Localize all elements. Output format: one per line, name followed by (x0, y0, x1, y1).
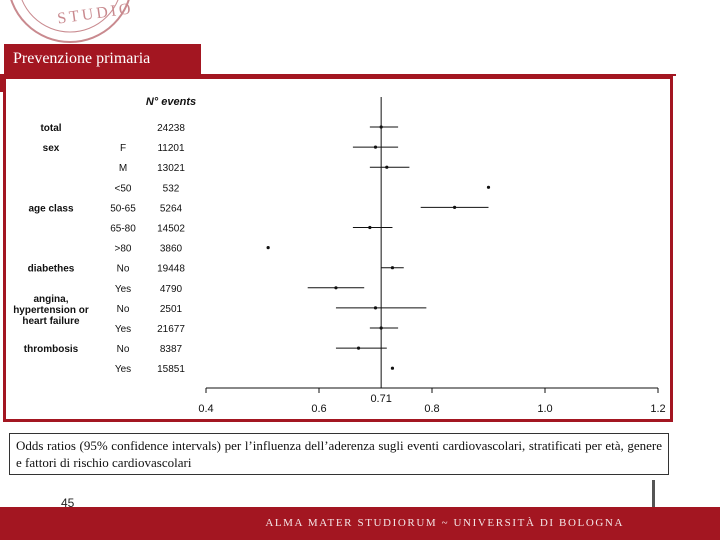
odds-ratio-point (390, 266, 395, 270)
group-label: age class (28, 203, 73, 214)
events-count: 15851 (157, 364, 185, 375)
events-count: 21677 (157, 324, 185, 335)
subgroup-label: 50-65 (110, 203, 136, 214)
events-count: 13021 (157, 163, 185, 174)
footer-bar: ALMA MATER STUDIORUM ~ UNIVERSITÀ DI BOL… (0, 507, 720, 540)
events-count: 3860 (160, 244, 183, 255)
footer-university-name: ALMA MATER STUDIORUM ~ UNIVERSITÀ DI BOL… (265, 517, 624, 529)
group-label: sex (43, 143, 60, 154)
page-number: 45 (61, 496, 75, 510)
title-divider (0, 74, 676, 76)
events-count: 2501 (160, 304, 183, 315)
subgroup-label: 65-80 (110, 224, 136, 235)
subgroup-label: <50 (115, 183, 132, 194)
subgroup-label: Yes (115, 364, 131, 375)
events-count: 8387 (160, 344, 183, 355)
odds-ratio-point (379, 326, 383, 330)
forest-plot: N° events 0.4 0.6 0.8 1.0 1.2 0.71 total 24238 se… (13, 96, 665, 415)
group-label: total (40, 123, 61, 134)
odds-ratio-point (385, 165, 389, 169)
x-axis-tick-label: 0.4 (198, 403, 213, 415)
odds-ratio-point (373, 306, 378, 310)
x-axis-tick-label: 1.2 (650, 403, 665, 415)
x-axis-tick-label: 0.8 (424, 403, 439, 415)
footer-divider (652, 480, 655, 520)
reference-line-label: 0.71 (370, 393, 391, 405)
slide-title: Prevenzione primaria (4, 44, 201, 74)
odds-ratio-point (368, 225, 372, 230)
subgroup-label: Yes (115, 284, 131, 295)
university-seal: STUDIO (0, 0, 160, 48)
events-count: 4790 (160, 284, 183, 295)
x-axis-tick-label: 0.6 (311, 403, 326, 415)
odds-ratio-point (373, 145, 378, 149)
subgroup-label: >80 (115, 244, 132, 255)
events-count: 24238 (157, 123, 185, 134)
seal-lettering: STUDIO (56, 0, 134, 28)
events-count: 14502 (157, 224, 185, 235)
events-count: 11201 (157, 143, 185, 154)
odds-ratio-point (390, 366, 395, 370)
subgroup-label: F (120, 143, 126, 154)
odds-ratio-point (334, 286, 338, 290)
odds-ratio-point (486, 185, 491, 189)
events-count: 532 (163, 183, 180, 194)
subgroup-label: No (117, 264, 130, 275)
group-label: diabethes (28, 264, 75, 275)
subgroup-label: M (119, 163, 127, 174)
events-column-header: N° events (146, 96, 196, 108)
group-label: angina, hypertension or heart failure (13, 294, 89, 327)
odds-ratio-point (266, 246, 270, 250)
subgroup-label: No (117, 304, 130, 315)
events-count: 5264 (160, 203, 183, 214)
subgroup-label: Yes (115, 324, 131, 335)
left-accent (0, 76, 5, 92)
events-count: 19448 (157, 264, 185, 275)
x-axis-tick-label: 1.0 (537, 403, 552, 415)
odds-ratio-point (453, 205, 457, 209)
forest-plot-frame: N° events 0.4 0.6 0.8 1.0 1.2 0.71 total 24238 se… (3, 76, 673, 422)
odds-ratio-point (379, 125, 383, 129)
subgroup-label: No (117, 344, 130, 355)
odds-ratio-point (356, 346, 361, 350)
group-label: thrombosis (24, 344, 79, 355)
figure-caption: Odds ratios (95% confidence intervals) p… (9, 433, 669, 475)
